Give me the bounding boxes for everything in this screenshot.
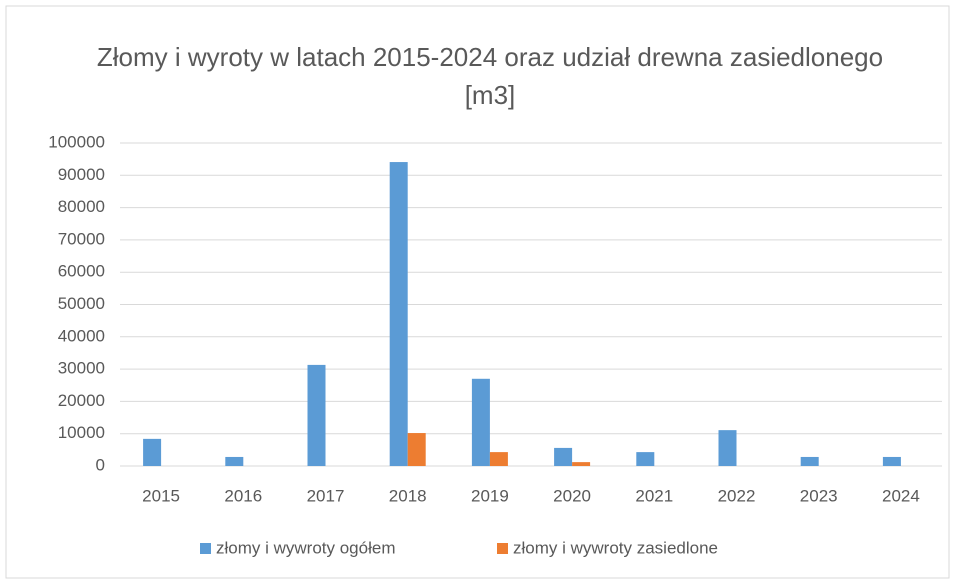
y-tick-label: 80000 — [58, 197, 105, 216]
bar — [225, 456, 244, 466]
x-tick-label: 2015 — [142, 486, 180, 505]
x-tick-label: 2020 — [553, 486, 591, 505]
y-tick-label: 100000 — [48, 132, 105, 151]
legend-swatch — [497, 543, 508, 554]
y-tick-label: 30000 — [58, 359, 105, 378]
x-tick-label: 2021 — [635, 486, 673, 505]
y-tick-label: 0 — [96, 455, 105, 474]
chart-title: Złomy i wyroty w latach 2015-2024 oraz u… — [96, 42, 884, 110]
bar — [471, 378, 490, 466]
bar — [636, 452, 655, 466]
y-tick-label: 90000 — [58, 165, 105, 184]
bar — [572, 462, 591, 466]
y-tick-label: 20000 — [58, 391, 105, 410]
x-tick-label: 2022 — [718, 486, 756, 505]
bar — [718, 430, 737, 466]
y-tick-label: 50000 — [58, 294, 105, 313]
legend-label: złomy i wywroty zasiedlone — [513, 538, 718, 557]
y-tick-label: 10000 — [58, 423, 105, 442]
bar — [389, 162, 408, 466]
bar — [882, 456, 901, 466]
x-tick-label: 2017 — [307, 486, 345, 505]
x-tick-label: 2024 — [882, 486, 920, 505]
bar — [800, 456, 819, 466]
y-tick-label: 40000 — [58, 326, 105, 345]
x-tick-label: 2016 — [224, 486, 262, 505]
legend-swatch — [200, 543, 211, 554]
x-tick-label: 2018 — [389, 486, 427, 505]
bar — [307, 364, 326, 466]
legend-label: złomy i wywroty ogółem — [216, 538, 396, 557]
bar — [554, 447, 573, 466]
y-tick-label: 70000 — [58, 229, 105, 248]
x-tick-label: 2019 — [471, 486, 509, 505]
chart-border — [5, 5, 950, 579]
x-tick-label: 2023 — [800, 486, 838, 505]
bar — [407, 433, 426, 466]
y-tick-label: 60000 — [58, 262, 105, 281]
bar — [143, 438, 162, 466]
bar — [489, 452, 508, 466]
